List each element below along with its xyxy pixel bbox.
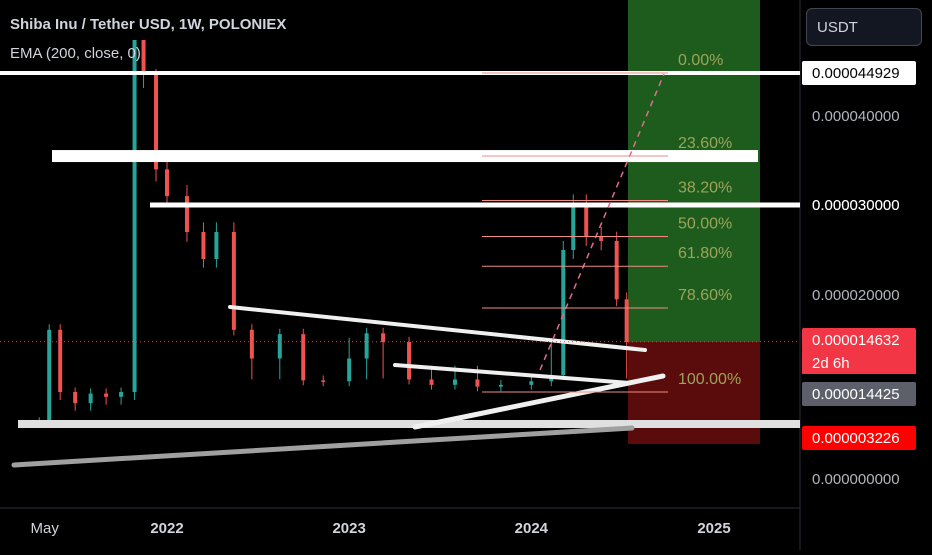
candle-body [201, 232, 206, 259]
price-tick-label-0: 0.000040000 [812, 108, 900, 125]
price-label-4: 0.000014425 [812, 386, 900, 403]
time-tick-label-1: 2022 [150, 520, 183, 537]
fib-label-3: 50.00% [678, 216, 732, 233]
price-label-box-0 [802, 61, 916, 85]
price-label-2: 0.000014632 [812, 332, 900, 349]
time-tick-label-4: 2025 [697, 520, 730, 537]
candle-body [561, 250, 566, 375]
fib-label-1: 23.60% [678, 135, 732, 152]
long-term-support-line [11, 425, 635, 468]
ascending-trendline [412, 373, 666, 430]
candle-body [73, 392, 78, 404]
candle-body [381, 333, 386, 342]
candle-body [364, 333, 369, 359]
candle-body [249, 329, 254, 359]
candle-body [214, 232, 219, 259]
candle-body [165, 169, 169, 197]
fib-label-0: 0.00% [678, 52, 723, 69]
price-label-0: 0.000044929 [812, 65, 900, 82]
target-zone [628, 0, 760, 342]
level-line-high [0, 71, 800, 75]
time-tick-label-3: 2024 [515, 520, 549, 537]
candle-body [154, 72, 159, 170]
candle-body [301, 334, 306, 381]
fib-label-5: 78.60% [678, 287, 732, 304]
candle-body [429, 379, 434, 385]
price-tick-label-2: 0.000020000 [812, 287, 900, 304]
candle-body [104, 393, 109, 397]
dashed-projection [539, 73, 665, 371]
candle-body [571, 205, 576, 250]
candle-body [347, 358, 352, 382]
price-label-box-2 [802, 328, 916, 352]
candle-body [119, 392, 124, 397]
fib-label-2: 38.20% [678, 180, 732, 197]
descending-trendline-lower [393, 363, 632, 385]
level-line-0000300 [150, 202, 800, 208]
candle-body [529, 381, 534, 385]
candle-body [624, 299, 629, 342]
countdown-box [802, 352, 916, 374]
candle-body [277, 334, 282, 359]
candle-body [132, 40, 137, 392]
descending-trendline-upper [228, 305, 647, 352]
support-band [18, 420, 800, 428]
price-label-box-5 [802, 426, 916, 450]
candle-body [584, 205, 589, 237]
price-label-box-4 [802, 382, 916, 406]
price-tick-label-3: 0.000000000 [812, 471, 900, 488]
time-tick-label-2: 2023 [332, 520, 365, 537]
level-line-0000355 [52, 150, 758, 163]
fib-label-6: 100.00% [678, 371, 741, 388]
candle-body [47, 329, 52, 424]
candle-body [452, 379, 457, 385]
chart-symbol-title: Shiba Inu / Tether USD, 1W, POLONIEX [10, 16, 287, 33]
candle-body [141, 40, 146, 73]
candle-body [407, 342, 412, 380]
currency-selector-button[interactable]: USDT [806, 8, 922, 46]
stop-zone [628, 342, 760, 444]
candle-body [321, 380, 326, 382]
price-label-1: 0.000030000 [812, 197, 900, 214]
price-label-5: 0.000003226 [812, 430, 900, 447]
countdown-label: 2d 6h [812, 355, 850, 372]
fib-label-4: 61.80% [678, 245, 732, 262]
candle-body [88, 393, 93, 404]
time-tick-label-0: May [31, 520, 60, 537]
candle-body [614, 241, 619, 300]
candle-body [184, 196, 189, 232]
candle-body [599, 236, 604, 241]
candle-body [498, 384, 503, 387]
indicator-label: EMA (200, close, 0) [10, 45, 141, 62]
candle-body [231, 232, 236, 330]
candle-body [475, 379, 480, 387]
price-tick-label-1: 0.000030000 [812, 197, 900, 214]
candle-body [58, 329, 63, 392]
